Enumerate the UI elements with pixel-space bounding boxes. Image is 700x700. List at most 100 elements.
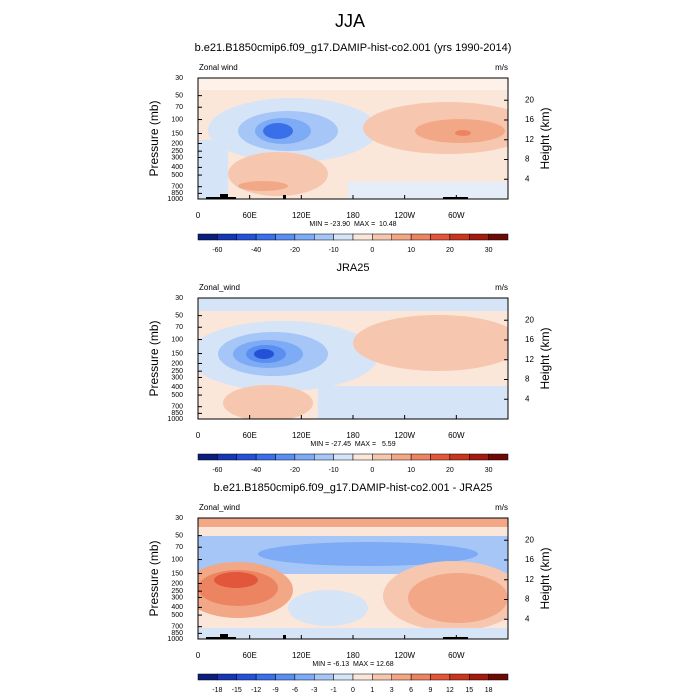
y2-tick-label: 12 — [525, 355, 534, 364]
y-tick-label: 300 — [171, 594, 183, 601]
colorbar-label: -40 — [251, 467, 261, 474]
colorbar-box — [469, 453, 489, 461]
x-tick-label: 60E — [243, 431, 257, 440]
stats-label: MIN = -6.13 MAX = 12.68 — [312, 661, 393, 668]
y2-tick-label: 4 — [525, 394, 530, 403]
x-tick-label: 60W — [448, 651, 465, 660]
y-tick-label: 400 — [171, 164, 183, 171]
x-tick-label: 120W — [394, 651, 415, 660]
y-tick-label: 50 — [175, 312, 183, 319]
colorbar-box — [197, 453, 218, 461]
colorbar-box — [449, 233, 470, 241]
colorbar-label: 6 — [409, 687, 413, 694]
panel-title: JRA25 — [336, 262, 369, 274]
y-tick-label: 50 — [175, 92, 183, 99]
y-tick-label: 30 — [175, 295, 183, 302]
y-tick-label: 300 — [171, 374, 183, 381]
colorbar-box — [197, 673, 218, 681]
colorbar-label: -10 — [329, 247, 339, 254]
colorbar-box — [372, 673, 392, 681]
y-tick-label: 200 — [171, 580, 183, 587]
contour-field — [198, 298, 508, 419]
x-tick-label: 60E — [243, 651, 257, 660]
panel-title: b.e21.B1850cmip6.f09_g17.DAMIP-hist-co2.… — [195, 42, 512, 54]
colorbar-label: 15 — [465, 687, 473, 694]
colorbar-box — [449, 453, 470, 461]
colorbar-label: 0 — [370, 467, 374, 474]
colorbar-label: -20 — [290, 247, 300, 254]
colorbar-label: -3 — [311, 687, 317, 694]
y-tick-label: 250 — [171, 588, 183, 595]
colorbar-box — [217, 673, 237, 681]
figure-title: JJA — [335, 11, 365, 31]
right-label: m/s — [495, 63, 508, 72]
stats-label: MIN = -27.45 MAX = 5.59 — [310, 441, 395, 448]
colorbar-label: -60 — [212, 467, 222, 474]
x-tick-label: 60W — [448, 211, 465, 220]
y2-tick-label: 16 — [525, 115, 534, 124]
colorbar-box — [391, 453, 412, 461]
colorbar-box — [430, 673, 451, 681]
y2-tick-label: 12 — [525, 135, 534, 144]
colorbar-label: 3 — [390, 687, 394, 694]
colorbar-label: -6 — [292, 687, 298, 694]
x-tick-label: 180 — [346, 431, 360, 440]
y2-tick-label: 20 — [525, 315, 534, 324]
y-tick-label: 300 — [171, 154, 183, 161]
y-tick-label: 70 — [175, 104, 183, 111]
y-tick-label: 200 — [171, 360, 183, 367]
y-tick-label: 700 — [171, 404, 183, 411]
y-axis-label: Pressure (mb) — [147, 320, 161, 396]
colorbar-label: -15 — [232, 687, 242, 694]
y2-tick-label: 20 — [525, 95, 534, 104]
colorbar-label: -10 — [329, 467, 339, 474]
colorbar-label: -12 — [251, 687, 261, 694]
y2-tick-label: 16 — [525, 335, 534, 344]
y-tick-label: 700 — [171, 624, 183, 631]
x-tick-label: 180 — [346, 211, 360, 220]
colorbar-label: -1 — [331, 687, 337, 694]
y2-tick-label: 4 — [525, 614, 530, 623]
y-tick-label: 400 — [171, 604, 183, 611]
x-tick-label: 0 — [196, 211, 201, 220]
x-tick-label: 120W — [394, 431, 415, 440]
x-tick-label: 120E — [292, 651, 311, 660]
colorbar-label: 20 — [446, 247, 454, 254]
y-axis-label: Pressure (mb) — [147, 540, 161, 616]
colorbar-label: -9 — [272, 687, 278, 694]
y2-tick-label: 16 — [525, 555, 534, 564]
left-label: Zonal_wind — [199, 283, 240, 292]
x-tick-label: 120E — [292, 431, 311, 440]
y-tick-label: 100 — [171, 116, 183, 123]
colorbar-box — [352, 673, 373, 681]
colorbar-box — [333, 233, 354, 241]
left-label: Zonal_wind — [199, 503, 240, 512]
colorbar-box — [449, 673, 470, 681]
colorbar-box — [294, 673, 315, 681]
y2-tick-label: 4 — [525, 174, 530, 183]
colorbar-box — [275, 453, 296, 461]
right-label: m/s — [495, 283, 508, 292]
y-tick-label: 850 — [171, 630, 183, 637]
y-tick-label: 1000 — [167, 416, 183, 423]
colorbar-box — [333, 673, 354, 681]
y2-axis-label: Height (km) — [538, 327, 552, 389]
colorbar-box — [469, 673, 489, 681]
x-tick-label: 120E — [292, 211, 311, 220]
colorbar-box — [217, 453, 237, 461]
colorbar-box — [430, 233, 451, 241]
y-tick-label: 150 — [171, 130, 183, 137]
colorbar-label: 10 — [407, 467, 415, 474]
stats-label: MIN = -23.90 MAX = 10.48 — [309, 221, 396, 228]
colorbar-label: 18 — [485, 687, 493, 694]
y2-tick-label: 8 — [525, 595, 530, 604]
y-tick-label: 30 — [175, 75, 183, 82]
colorbar-label: -60 — [212, 247, 222, 254]
y-tick-label: 50 — [175, 532, 183, 539]
y-tick-label: 500 — [171, 612, 183, 619]
x-tick-label: 60E — [243, 211, 257, 220]
colorbar-box — [197, 233, 218, 241]
colorbar-label: 20 — [446, 467, 454, 474]
y-axis-label: Pressure (mb) — [147, 100, 161, 176]
